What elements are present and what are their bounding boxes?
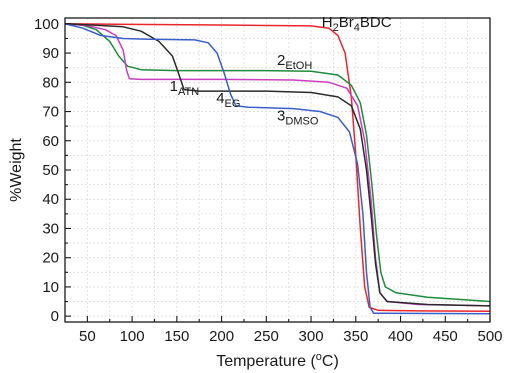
y-tick-label: 20 — [42, 250, 59, 267]
x-tick-label: 250 — [254, 328, 279, 345]
series-lines — [64, 23, 491, 315]
x-axis-title: Temperature (oC) — [216, 351, 339, 370]
y-tick-label: 80 — [42, 74, 59, 91]
y-tick-label: 90 — [42, 45, 59, 62]
x-tick-label: 150 — [164, 328, 189, 345]
series-line-3dmso — [64, 23, 491, 315]
y-tick-label: 10 — [42, 279, 59, 296]
series-label-1atn: 1ATN — [170, 78, 200, 98]
series-label-2etoh: 2EtOH — [277, 52, 312, 72]
x-tick-label: 300 — [299, 328, 324, 345]
y-tick-label: 60 — [42, 133, 59, 150]
series-line-2etoh — [64, 23, 491, 303]
axes: 50 100 150 200 250 300 350 400 450 500 0 10 20 30 40 50… — [34, 16, 503, 345]
grid — [65, 18, 490, 322]
series-label-h2br4bdc: H2Br4BDC — [322, 14, 392, 34]
y-tick-label: 30 — [42, 220, 59, 237]
x-tick-label: 200 — [209, 328, 234, 345]
x-tick-label: 100 — [120, 328, 145, 345]
y-axis-title: %Weight — [8, 138, 25, 202]
series-label-4eg: 4EG — [216, 90, 240, 110]
series-label-3dmso: 3DMSO — [277, 107, 319, 127]
x-tick-label: 450 — [433, 328, 458, 345]
y-tick-label: 50 — [42, 162, 59, 179]
series-line-4eg — [64, 23, 491, 307]
x-tick-label: 350 — [343, 328, 368, 345]
x-tick-label: 400 — [388, 328, 413, 345]
y-tick-label: 70 — [42, 104, 59, 121]
series-labels: H2Br4BDC 2EtOH 1ATN 4EG 3DMSO — [170, 14, 392, 127]
x-tick-label: 500 — [477, 328, 502, 345]
y-tick-label: 40 — [42, 191, 59, 208]
y-tick-label: 100 — [34, 16, 59, 33]
y-tick-label: 0 — [51, 308, 59, 325]
x-tick-label: 50 — [79, 328, 96, 345]
